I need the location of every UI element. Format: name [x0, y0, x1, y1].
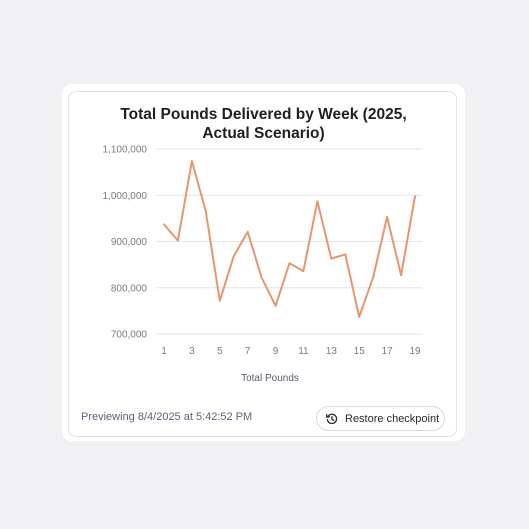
preview-timestamp: Previewing 8/4/2025 at 5:42:52 PM: [81, 411, 253, 423]
x-tick-label: 17: [382, 346, 394, 357]
x-tick-label: 9: [273, 346, 279, 357]
x-tick-label: 5: [217, 346, 223, 357]
chart-title-line-1: Total Pounds Delivered by Week (2025,: [120, 106, 407, 123]
x-tick-label: 7: [245, 346, 251, 357]
y-tick-label: 900,000: [111, 237, 148, 248]
x-axis-ticks: 1 3 5 7 9 11 13 15 17 19: [161, 346, 421, 357]
restore-checkpoint-button[interactable]: Restore checkpoint: [316, 406, 445, 431]
series-line: [163, 160, 416, 318]
chart-title-line-2: Actual Scenario): [202, 125, 325, 142]
restore-checkpoint-label: Restore checkpoint: [345, 412, 440, 425]
y-tick-label: 800,000: [111, 283, 148, 294]
chart-title: Total Pounds Delivered by Week (2025, Ac…: [69, 105, 458, 143]
y-tick-label: 700,000: [111, 330, 148, 341]
x-tick-label: 1: [161, 346, 167, 357]
x-tick-label: 11: [298, 346, 309, 357]
grid-lines: [155, 148, 422, 335]
x-tick-label: 3: [189, 346, 195, 357]
x-tick-label: 13: [326, 346, 338, 357]
x-axis-title: Total Pounds: [241, 373, 299, 384]
y-axis-ticks: 700,000 800,000 900,000 1,000,000 1,100,000: [103, 145, 148, 341]
series-lines: [163, 160, 416, 318]
y-tick-label: 1,000,000: [103, 191, 148, 202]
x-tick-label: 19: [409, 346, 421, 357]
x-tick-label: 15: [354, 346, 366, 357]
y-tick-label: 1,100,000: [103, 145, 148, 156]
history-icon: [325, 412, 339, 426]
